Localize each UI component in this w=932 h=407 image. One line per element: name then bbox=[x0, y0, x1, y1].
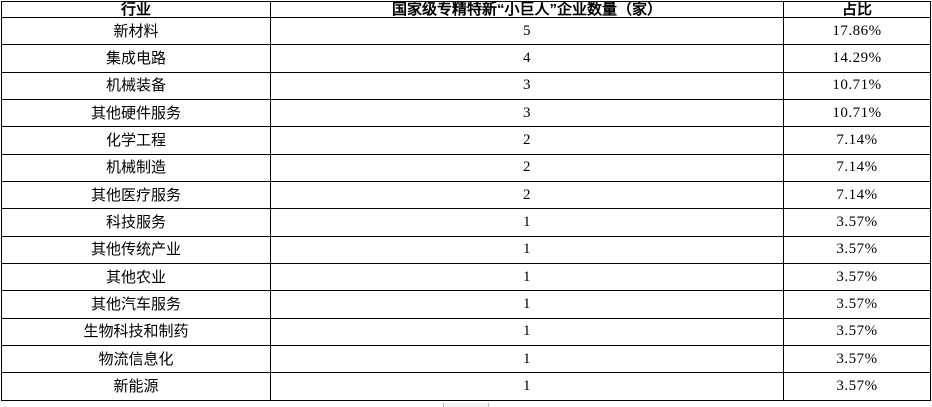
cell-share: 7.14% bbox=[783, 153, 931, 183]
table-row: 生物科技和制药 1 3.57% bbox=[1, 317, 931, 347]
table-row: 化学工程 2 7.14% bbox=[1, 126, 931, 155]
table-row: 其他农业 1 3.57% bbox=[1, 263, 931, 292]
cell-industry: 集成电路 bbox=[1, 44, 271, 73]
cell-share: 7.14% bbox=[783, 181, 931, 210]
cell-count: 3 bbox=[270, 71, 784, 101]
cell-share: 3.57% bbox=[783, 317, 931, 347]
table-row: 新能源 1 3.57% bbox=[1, 372, 931, 401]
table-row: 其他传统产业 1 3.57% bbox=[1, 235, 931, 265]
cell-industry: 科技服务 bbox=[1, 208, 271, 237]
cell-count: 3 bbox=[270, 99, 784, 128]
cell-count: 1 bbox=[270, 208, 784, 237]
cell-industry: 其他传统产业 bbox=[1, 235, 271, 265]
cell-share: 10.71% bbox=[783, 99, 931, 128]
cell-count: 2 bbox=[270, 181, 784, 210]
cell-industry: 化学工程 bbox=[1, 126, 271, 155]
cell-share: 3.57% bbox=[783, 345, 931, 374]
cell-share: 3.57% bbox=[783, 263, 931, 292]
cell-industry: 其他农业 bbox=[1, 263, 271, 292]
header-count: 国家级专精特新“小巨人”企业数量（家） bbox=[270, 1, 784, 18]
cell-industry: 新材料 bbox=[1, 16, 271, 46]
cell-share: 3.57% bbox=[783, 208, 931, 237]
cell-industry: 其他硬件服务 bbox=[1, 99, 271, 128]
cell-count: 1 bbox=[270, 290, 784, 319]
cell-industry: 生物科技和制药 bbox=[1, 317, 271, 347]
cell-count: 2 bbox=[270, 126, 784, 155]
cell-count: 1 bbox=[270, 263, 784, 292]
cell-count: 2 bbox=[270, 153, 784, 183]
table-row: 机械装备 3 10.71% bbox=[1, 71, 931, 101]
cell-share: 10.71% bbox=[783, 71, 931, 101]
table-row: 物流信息化 1 3.57% bbox=[1, 345, 931, 374]
header-row: 行业 国家级专精特新“小巨人”企业数量（家） 占比 bbox=[1, 1, 931, 18]
cell-count: 1 bbox=[270, 235, 784, 265]
cell-industry: 机械制造 bbox=[1, 153, 271, 183]
table-row: 其他汽车服务 1 3.57% bbox=[1, 290, 931, 319]
table-row: 其他医疗服务 2 7.14% bbox=[1, 181, 931, 210]
cell-count: 4 bbox=[270, 44, 784, 73]
cell-count: 1 bbox=[270, 345, 784, 374]
cell-industry: 机械装备 bbox=[1, 71, 271, 101]
cell-share: 3.57% bbox=[783, 290, 931, 319]
cell-share: 17.86% bbox=[783, 16, 931, 46]
table-row: 集成电路 4 14.29% bbox=[1, 44, 931, 73]
cell-industry: 新能源 bbox=[1, 372, 271, 401]
cell-count: 5 bbox=[270, 16, 784, 46]
cell-industry: 其他医疗服务 bbox=[1, 181, 271, 210]
cell-industry: 物流信息化 bbox=[1, 345, 271, 374]
header-industry: 行业 bbox=[1, 1, 271, 18]
table-row: 其他硬件服务 3 10.71% bbox=[1, 99, 931, 128]
cell-share: 14.29% bbox=[783, 44, 931, 73]
cell-share: 3.57% bbox=[783, 235, 931, 265]
header-share: 占比 bbox=[783, 1, 931, 18]
cell-count: 1 bbox=[270, 317, 784, 347]
cell-industry: 其他汽车服务 bbox=[1, 290, 271, 319]
cell-share: 7.14% bbox=[783, 126, 931, 155]
table-row: 机械制造 2 7.14% bbox=[1, 153, 931, 183]
cell-count: 1 bbox=[270, 372, 784, 401]
partial-cutoff-element bbox=[443, 403, 489, 407]
table-row: 科技服务 1 3.57% bbox=[1, 208, 931, 237]
table-row: 新材料 5 17.86% bbox=[1, 16, 931, 46]
cell-share: 3.57% bbox=[783, 372, 931, 401]
